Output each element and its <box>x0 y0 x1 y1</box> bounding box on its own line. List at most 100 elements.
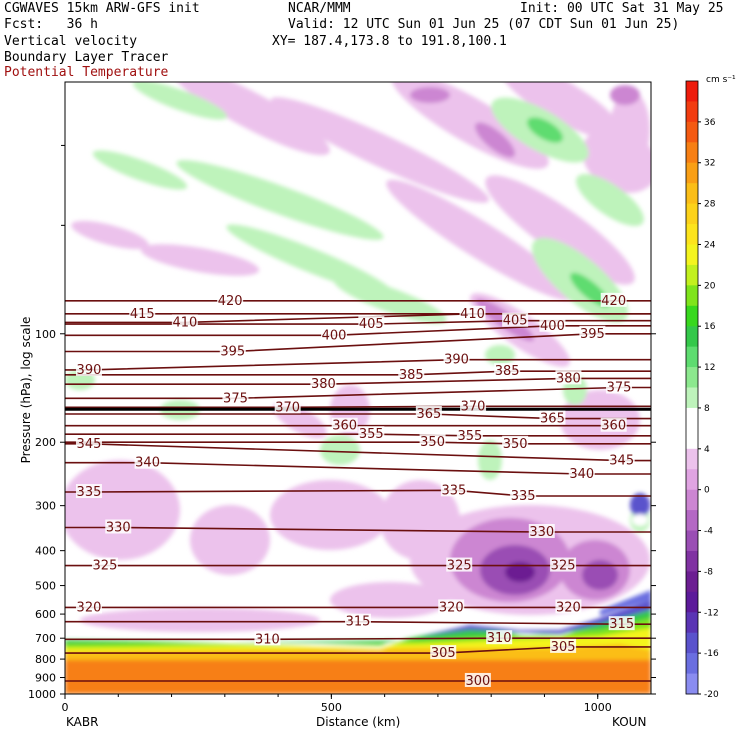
theta-label-bg <box>510 487 537 502</box>
theta-label-bg <box>486 630 513 645</box>
theta-label-bg <box>568 465 595 480</box>
theta-label: 335 <box>511 489 536 504</box>
theta-label: 415 <box>130 307 155 322</box>
theta-label-bg <box>555 370 582 385</box>
colorbar-swatch <box>686 571 698 593</box>
theta-label-bg <box>606 379 633 394</box>
colorbar-swatch <box>686 244 698 266</box>
forecast-hour: Fcst: 36 h <box>4 17 98 32</box>
colorbar-label: 8 <box>704 404 710 414</box>
theta-label: 345 <box>609 454 634 469</box>
theta-label: 310 <box>487 631 512 646</box>
theta-label-bg <box>75 435 102 450</box>
y-axis: 100 200 300 400 500 600 700 800 900 1000 <box>28 144 656 701</box>
y-axis-title: Pressure (hPa), log scale <box>19 317 33 464</box>
x-endpoint-start: KABR <box>66 715 98 729</box>
theta-label: 385 <box>399 368 424 383</box>
colorbar-swatch <box>686 407 698 429</box>
colorbar-swatch <box>686 81 698 102</box>
theta-label: 370 <box>275 400 300 415</box>
theta-label: 385 <box>495 364 520 379</box>
model-title: CGWAVES 15km ARW-GFS init <box>4 1 200 16</box>
colorbar-swatch <box>686 469 698 491</box>
theta-label-bg <box>75 599 102 614</box>
theta-label-bg <box>464 672 491 687</box>
colorbar-label: 20 <box>704 281 716 291</box>
colorbar-label: -16 <box>704 649 719 659</box>
theta-label-bg <box>75 361 102 376</box>
colorbar-swatch <box>686 346 698 368</box>
theta-label-bg <box>539 410 566 425</box>
colorbar-label: 0 <box>704 486 710 496</box>
init-time: Init: 00 UTC Sat 31 May 25 <box>520 1 724 16</box>
colorbar-swatch <box>686 612 698 634</box>
theta-label-bg <box>75 484 102 499</box>
theta-label: 350 <box>503 437 528 452</box>
isentrope-315 <box>65 620 651 625</box>
y-tick-label: 400 <box>35 545 56 558</box>
colorbar-swatch <box>686 387 698 409</box>
x-tick-label: 1000 <box>584 701 612 714</box>
theta-label: 350 <box>420 435 445 450</box>
theta-label: 315 <box>346 615 371 630</box>
theta-label-bg <box>502 435 529 450</box>
theta-label-bg <box>446 557 473 572</box>
theta-label: 380 <box>311 377 336 392</box>
y-tick-label: 600 <box>35 608 56 621</box>
colorbar-label: 24 <box>704 240 716 250</box>
theta-label-bg <box>129 305 156 320</box>
colorbar-swatch <box>686 142 698 164</box>
theta-label-bg <box>539 317 566 332</box>
colorbar-unit: cm s⁻¹ <box>706 75 736 85</box>
isentrope-310 <box>65 637 651 641</box>
theta-label: 360 <box>332 419 357 434</box>
theta-label: 420 <box>601 294 626 309</box>
isentrope-375 <box>65 386 651 400</box>
theta-label-bg <box>430 645 457 660</box>
colorbar-label: 36 <box>704 118 716 128</box>
colorbar-label: -20 <box>704 690 719 700</box>
potential-temperature-labels: 420 420 415 410 410 405 405 400 400 395 395 390 390 3… <box>75 292 635 689</box>
colorbar-swatch <box>686 162 698 184</box>
theta-label: 315 <box>609 617 634 632</box>
y-tick-label: 900 <box>35 672 56 685</box>
field-potential-temperature: Potential Temperature <box>4 65 169 80</box>
center-label: NCAR/MMM <box>288 1 351 16</box>
theta-label: 410 <box>172 315 197 330</box>
isentrope-405 <box>65 319 651 325</box>
theta-label-bg <box>528 523 555 538</box>
theta-label: 355 <box>359 427 384 442</box>
colorbar-swatch <box>686 550 698 572</box>
theta-label: 305 <box>431 646 456 661</box>
theta-label-bg <box>494 363 521 378</box>
theta-label: 325 <box>447 559 472 574</box>
theta-label-bg <box>440 482 467 497</box>
theta-label-bg <box>358 316 385 331</box>
theta-label: 340 <box>569 467 594 482</box>
theta-label-bg <box>459 305 486 320</box>
theta-label: 340 <box>135 456 160 471</box>
theta-label: 365 <box>416 407 441 422</box>
colorbar-swatch <box>686 224 698 245</box>
colorbar-swatch <box>686 367 698 388</box>
theta-label-bg <box>217 292 244 307</box>
theta-label-bg <box>550 557 577 572</box>
colorbar-label: -12 <box>704 608 719 618</box>
theta-label-bg <box>321 327 348 342</box>
theta-label-bg <box>550 638 577 653</box>
theta-label: 310 <box>255 632 280 647</box>
isentrope-380 <box>65 377 651 385</box>
colorbar-label: 12 <box>704 363 715 373</box>
theta-label: 320 <box>77 600 102 615</box>
colorbar: 36 32 28 24 20 16 12 8 4 0 -4 -8 -12 -16 -20 <box>685 80 719 700</box>
isentrope-395 <box>65 333 651 353</box>
theta-label-bg <box>358 426 385 441</box>
theta-label: 305 <box>551 640 576 655</box>
y-tick-label: 100 <box>35 328 56 341</box>
colorbar-frame <box>685 80 699 695</box>
theta-label: 400 <box>540 319 565 334</box>
colorbar-swatch <box>686 673 698 695</box>
y-tick-label: 200 <box>35 436 56 449</box>
y-tick-label: 700 <box>35 632 56 645</box>
field-boundary-layer-tracer: Boundary Layer Tracer <box>4 50 169 65</box>
